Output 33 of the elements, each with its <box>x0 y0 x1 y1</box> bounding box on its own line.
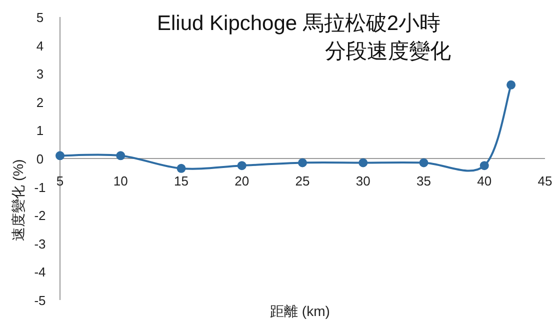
x-tick-label: 20 <box>234 174 250 188</box>
y-tick-label: 5 <box>36 10 44 25</box>
y-tick-label: 2 <box>36 94 44 110</box>
chart-title: Eliud Kipchoge 馬拉松破2小時 <box>157 12 441 35</box>
point <box>56 151 64 160</box>
y-tick-label: -1 <box>34 180 46 195</box>
x-tick-label: 30 <box>356 174 370 188</box>
y-tick-label: -5 <box>34 293 46 308</box>
point <box>419 158 428 168</box>
y-tick-label: 0 <box>36 152 44 166</box>
point <box>116 151 126 160</box>
point <box>358 158 368 168</box>
text: 分段速度變化 <box>325 40 451 63</box>
point <box>237 161 246 170</box>
y-tick-label: 3 <box>36 66 44 82</box>
point <box>506 80 516 90</box>
y-axis-title: 速度變化 (%) <box>10 159 26 241</box>
x-tick-label: 45 <box>538 174 552 188</box>
y-tick-label: -4 <box>34 264 46 280</box>
point <box>298 158 307 168</box>
y-tick-label: 4 <box>36 38 44 54</box>
x-axis-title: 距離 (km) <box>270 303 330 319</box>
x-tick-label: 10 <box>113 174 128 188</box>
point <box>480 161 489 170</box>
x-tick-label: 5 <box>56 174 64 188</box>
y-tick-label: 1 <box>36 123 44 138</box>
y-tick-label: -3 <box>34 236 46 252</box>
x-tick-label: 40 <box>477 174 492 188</box>
x-tick-label: 25 <box>295 174 310 188</box>
point <box>176 164 186 173</box>
x-tick-label: 35 <box>416 174 431 188</box>
x-tick-label: 15 <box>174 174 188 188</box>
y-tick-label: -2 <box>34 208 46 224</box>
